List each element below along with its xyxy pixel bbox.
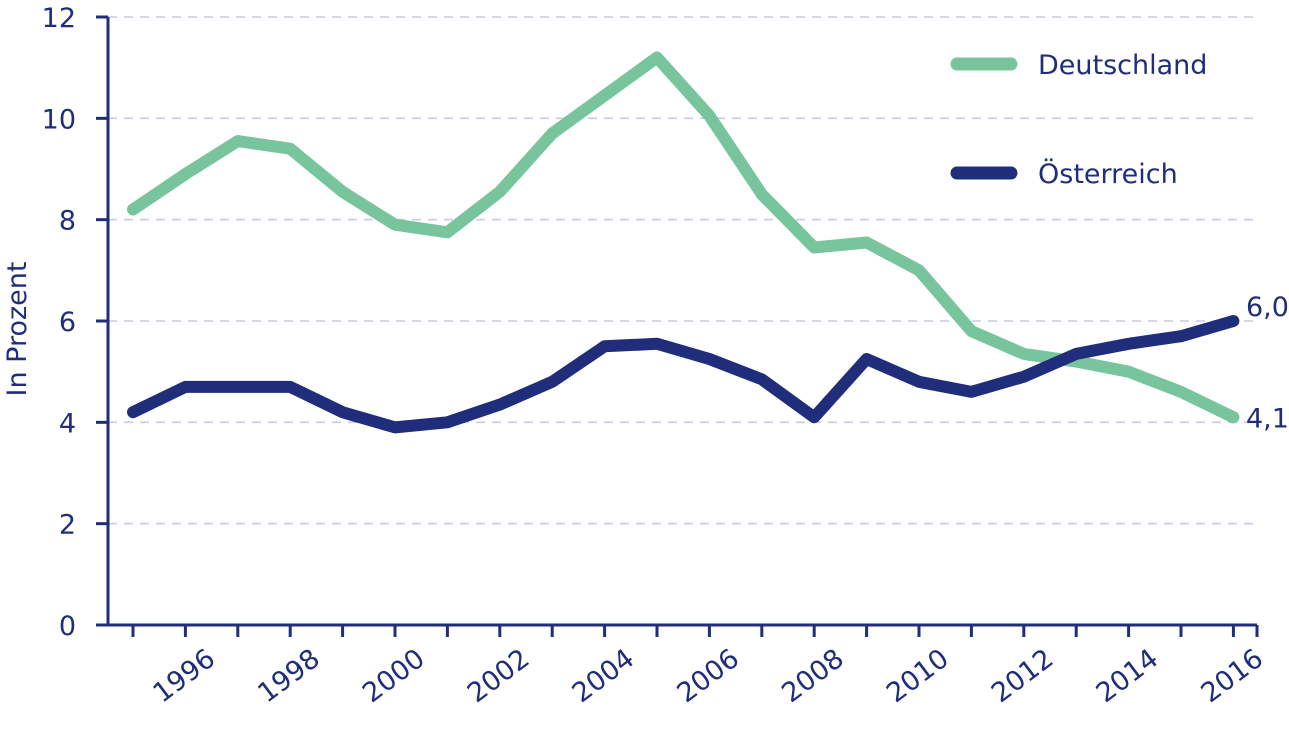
y-axis-ticks: 0 2 4 6 8 10 12: [42, 3, 108, 642]
y-tick-label: 4: [59, 408, 76, 439]
end-labels: 4,1 6,0: [1246, 292, 1289, 434]
y-axis-label: In Prozent: [2, 262, 33, 397]
series-lines: [127, 51, 1240, 434]
series-line-deutschland: [127, 51, 1240, 424]
series-line-österreich: [127, 315, 1240, 434]
y-tick-label: 8: [59, 206, 76, 237]
x-tick-label: 2004: [567, 643, 641, 709]
legend-label: Deutschland: [1038, 50, 1207, 81]
legend: Deutschland Österreich: [950, 50, 1207, 190]
y-tick-label: 12: [42, 3, 76, 34]
x-tick-label: 2010: [881, 643, 955, 709]
x-tick-label: 2012: [986, 643, 1060, 709]
x-tick-label: 2006: [672, 643, 746, 709]
y-tick-label: 0: [59, 611, 76, 642]
x-tick-label: 1996: [148, 643, 222, 709]
x-axis-ticks: 1996 1998 2000 2002 2004 2006 2008 2010 2012 2014…: [131, 625, 1270, 709]
legend-label: Österreich: [1038, 158, 1178, 190]
x-tick-label: 2000: [357, 643, 431, 709]
x-tick-label: 1998: [252, 643, 326, 709]
x-tick-label: 2016: [1196, 643, 1270, 709]
end-value-label: 4,1: [1246, 403, 1289, 434]
x-tick-label: 2014: [1091, 643, 1165, 709]
y-tick-label: 2: [59, 510, 76, 541]
x-tick-label: 2002: [462, 643, 536, 709]
x-tick-label: 2008: [776, 643, 850, 709]
y-tick-label: 6: [59, 307, 76, 338]
end-value-label: 6,0: [1246, 292, 1289, 323]
y-tick-label: 10: [42, 104, 76, 135]
